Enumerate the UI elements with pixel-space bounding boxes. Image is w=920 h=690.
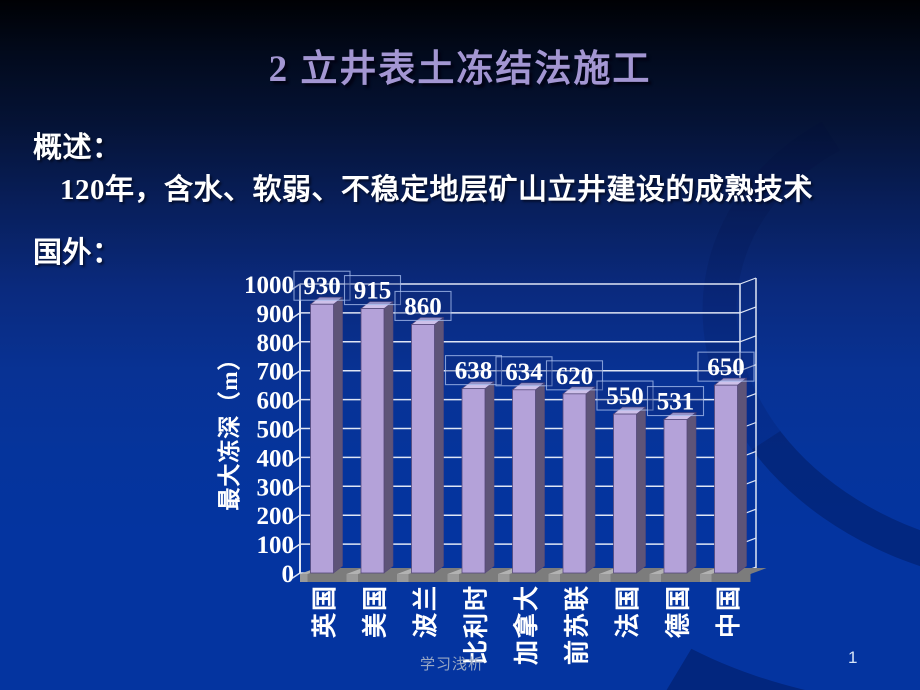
category-label: 波兰 xyxy=(411,584,440,638)
slide-title: 2 立井表土冻结法施工 xyxy=(268,49,652,90)
svg-text:638: 638 xyxy=(455,358,493,385)
y-tick-label: 500 xyxy=(257,417,295,444)
y-tick-label: 700 xyxy=(257,359,295,386)
y-tick-mark xyxy=(290,398,301,407)
category-label: 法国 xyxy=(614,584,642,638)
y-tick-label: 100 xyxy=(257,532,295,559)
svg-text:550: 550 xyxy=(606,383,644,410)
svg-text:860: 860 xyxy=(404,293,442,320)
svg-text:650: 650 xyxy=(707,354,745,381)
bars-group xyxy=(309,296,748,574)
y-axis-title: 最大冻深（m） xyxy=(216,346,242,510)
y-tick-mark xyxy=(290,341,301,349)
category-label: 中国 xyxy=(715,584,743,638)
bar-法国 xyxy=(612,406,647,574)
value-label: 860 xyxy=(394,290,452,322)
overview-text: 120年，含水、软弱、不稳定地层矿山立井建设的成熟技术 xyxy=(60,174,814,206)
bar-波兰 xyxy=(410,316,445,574)
y-tick-mark xyxy=(290,283,301,291)
y-tick-label: 200 xyxy=(257,503,295,530)
value-label: 930 xyxy=(293,270,351,301)
value-label: 638 xyxy=(444,355,503,386)
y-tick-mark xyxy=(290,543,301,551)
category-label: 美国 xyxy=(361,584,390,638)
category-label: 加拿大 xyxy=(512,584,541,666)
y-tick-label: 600 xyxy=(257,388,295,415)
y-tick-label: 400 xyxy=(257,445,295,472)
value-label: 550 xyxy=(596,380,654,411)
svg-text:915: 915 xyxy=(354,278,392,305)
svg-text:634: 634 xyxy=(505,359,543,386)
bar-美国 xyxy=(360,300,394,574)
svg-text:930: 930 xyxy=(303,273,341,300)
bar-前苏联 xyxy=(562,386,596,574)
svg-text:531: 531 xyxy=(657,389,695,416)
value-label: 634 xyxy=(495,356,553,387)
y-tick-mark xyxy=(290,485,301,493)
value-labels-group: 930 915 860 638 634 620 550 531 650 xyxy=(293,270,755,417)
y-tick-mark xyxy=(290,427,301,436)
bar-加拿大 xyxy=(511,382,546,574)
y-tick-label: 0 xyxy=(282,561,295,588)
y-tick-mark xyxy=(290,456,301,465)
value-label: 531 xyxy=(646,385,705,417)
overview-label: 概述： xyxy=(33,132,122,164)
y-tick-label: 900 xyxy=(257,301,295,328)
bar-比利时 xyxy=(461,381,495,574)
y-tick-mark xyxy=(290,572,301,580)
category-axis: 英国 美国 波兰 比利时 加拿大 前苏联 法国 德国 中国 xyxy=(311,584,743,666)
y-tick-mark xyxy=(290,312,301,320)
category-label: 德国 xyxy=(664,584,693,638)
abroad-label: 国外： xyxy=(33,237,122,269)
y-tick-label: 1000 xyxy=(244,272,294,299)
category-label: 前苏联 xyxy=(563,584,592,665)
category-label: 比利时 xyxy=(463,584,491,665)
footer-watermark: 学习浅析 xyxy=(420,656,485,673)
y-tick-label: 300 xyxy=(257,474,295,501)
y-tick-mark xyxy=(290,370,301,378)
bar-中国 xyxy=(713,377,748,574)
value-label: 915 xyxy=(343,275,402,306)
bar-英国 xyxy=(309,296,344,574)
svg-text:620: 620 xyxy=(556,363,594,390)
y-tick-mark xyxy=(290,514,301,522)
value-label: 620 xyxy=(545,360,604,391)
category-label: 英国 xyxy=(311,584,339,638)
y-tick-label: 800 xyxy=(257,330,295,357)
bar-德国 xyxy=(663,411,697,574)
value-label: 650 xyxy=(697,351,755,382)
page-number: 1 xyxy=(848,648,858,667)
